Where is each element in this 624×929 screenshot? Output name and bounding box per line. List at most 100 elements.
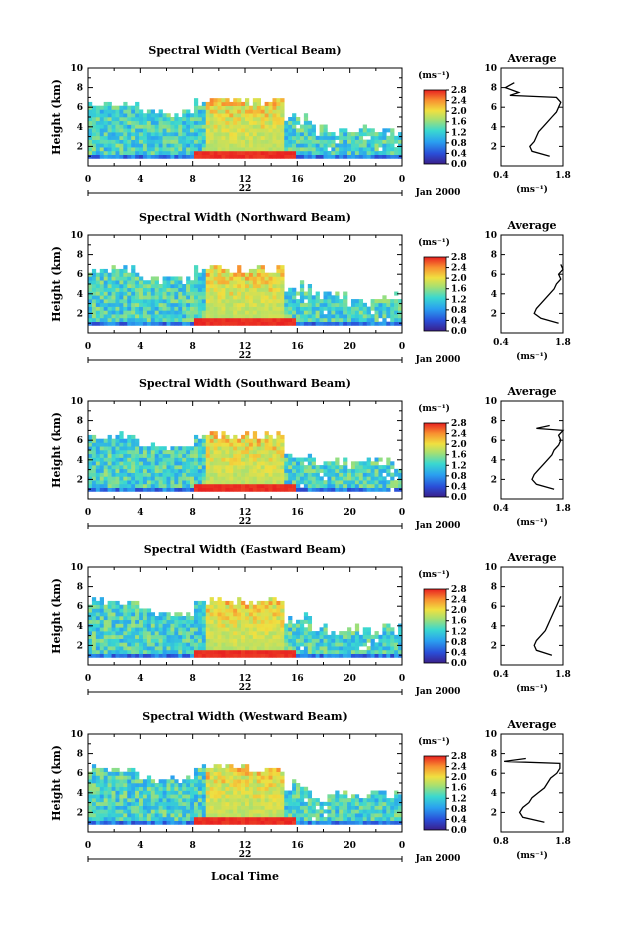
heatmap-cell <box>256 813 261 818</box>
heatmap-cell <box>131 117 136 122</box>
heatmap-cell <box>331 154 336 159</box>
heatmap-cell <box>252 434 258 439</box>
heatmap-cell <box>158 457 163 462</box>
heatmap-cell <box>245 302 250 307</box>
heatmap-cell <box>174 117 179 122</box>
heatmap-cell <box>186 276 191 281</box>
heatmap-cell <box>276 461 281 466</box>
heatmap-cell <box>201 801 207 806</box>
heatmap-cell <box>260 616 265 621</box>
heatmap-cell <box>272 619 277 624</box>
heatmap-cell <box>276 794 281 799</box>
heatmap-cell <box>139 809 144 814</box>
heatmap-cell <box>386 480 391 485</box>
heatmap-cell <box>174 120 179 125</box>
heatmap-cell <box>217 813 222 818</box>
heatmap-cell <box>280 476 285 481</box>
heatmap-cell <box>241 465 246 470</box>
heatmap-cell <box>193 291 199 296</box>
heatmap-cell <box>119 631 124 636</box>
heatmap-cell <box>237 150 242 155</box>
heatmap-cell <box>217 604 222 609</box>
heatmap-cell <box>182 154 187 159</box>
heatmap-cell <box>127 487 132 492</box>
heatmap-cell <box>288 476 293 481</box>
heatmap-cell <box>146 139 152 144</box>
heatmap-cell <box>292 468 297 473</box>
heatmap-cell <box>209 634 214 639</box>
heatmap-cell <box>99 314 104 319</box>
heatmap-cell <box>241 461 246 466</box>
heatmap-cell <box>252 120 258 125</box>
heatmap-cell <box>166 653 171 658</box>
heatmap-cell <box>394 139 399 144</box>
heatmap-cell <box>303 128 309 133</box>
heatmap-cell <box>327 317 332 322</box>
heatmap-cell <box>256 299 261 304</box>
heatmap-cell <box>264 653 269 658</box>
heatmap-cell <box>237 483 242 488</box>
heatmap-cell <box>241 124 246 129</box>
heatmap-cell <box>115 631 120 636</box>
heatmap-cell <box>91 306 97 311</box>
heatmap-cell <box>260 124 265 129</box>
heatmap-cell <box>248 310 254 315</box>
heatmap-cell <box>284 321 289 326</box>
heatmap-cell <box>284 472 289 477</box>
heatmap-cell <box>166 276 171 281</box>
heatmap-cell <box>162 135 167 140</box>
heatmap-cell <box>347 653 352 658</box>
heatmap-cell <box>272 634 277 639</box>
heatmap-cell <box>264 272 269 277</box>
heatmap-cell <box>166 623 171 628</box>
heatmap-cell <box>229 764 234 769</box>
heatmap-cell <box>123 798 128 803</box>
heatmap-cell <box>88 801 93 806</box>
heatmap-cell <box>178 798 183 803</box>
heatmap-cell <box>229 132 234 137</box>
heatmap-cell <box>299 472 305 477</box>
heatmap-cell <box>272 291 277 296</box>
heatmap-cell <box>123 483 128 488</box>
heatmap-cell <box>280 147 285 152</box>
heatmap-cell <box>174 124 179 129</box>
heatmap-cell <box>209 302 214 307</box>
heatmap-cell <box>221 619 226 624</box>
heatmap-cell <box>111 612 116 617</box>
heatmap-cell <box>221 295 226 300</box>
heatmap-cell <box>327 295 332 300</box>
heatmap-cell <box>131 820 136 825</box>
heatmap-cell <box>142 653 148 658</box>
heatmap-cell <box>209 321 214 326</box>
heatmap-cell <box>139 608 144 613</box>
heatmap-cell <box>366 143 371 148</box>
heatmap-cell <box>178 314 183 319</box>
heatmap-cell <box>107 798 112 803</box>
heatmap-cell <box>248 113 254 118</box>
heatmap-cell <box>99 302 104 307</box>
heatmap-cell <box>197 612 203 617</box>
heatmap-cell <box>135 302 140 307</box>
heatmap-cell <box>182 794 187 799</box>
heatmap-cell <box>299 813 305 818</box>
heatmap-cell <box>256 105 261 110</box>
heatmap-cell <box>127 638 132 643</box>
heatmap-cell <box>229 314 234 319</box>
heatmap-cell <box>315 154 320 159</box>
heatmap-cell <box>91 453 97 458</box>
heatmap-cell <box>248 801 254 806</box>
heatmap-cell <box>343 302 348 307</box>
heatmap-cell <box>190 310 195 315</box>
heatmap-cell <box>229 154 234 159</box>
heatmap-cell <box>123 299 128 304</box>
heatmap-cell <box>378 649 383 654</box>
heatmap-cell <box>150 442 156 447</box>
heatmap-cell <box>186 472 191 477</box>
heatmap-cell <box>201 775 207 780</box>
heatmap-cell <box>311 457 316 462</box>
heatmap-cell <box>358 487 364 492</box>
heatmap-cell <box>358 642 364 647</box>
heatmap-cell <box>221 809 226 814</box>
heatmap-cell <box>193 280 199 285</box>
heatmap-cell <box>162 147 167 152</box>
